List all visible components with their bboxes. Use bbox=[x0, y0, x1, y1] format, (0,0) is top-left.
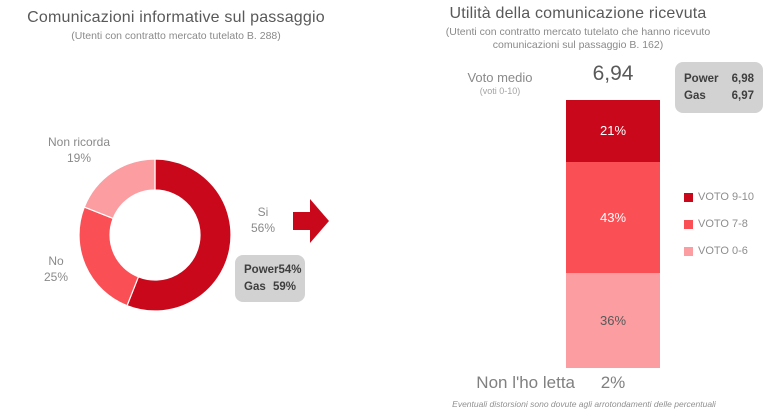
right-chart-title: Utilità della comunicazione ricevuta bbox=[449, 5, 707, 22]
power-gas-callout-left: Power 54% Gas 59% bbox=[235, 255, 305, 302]
voto-medio-block: Voto medio (voti 0-10) bbox=[450, 70, 550, 96]
callout-value: 6,97 bbox=[731, 90, 754, 102]
non-lho-letta-label: Non l'ho letta bbox=[476, 373, 575, 392]
voto-medio-value: 6,94 bbox=[592, 62, 634, 85]
donut-svg bbox=[78, 158, 232, 312]
donut-label-value: 56% bbox=[250, 221, 276, 235]
legend-item-voto-7-8: VOTO 7-8 bbox=[684, 218, 754, 230]
callout-row: Gas 6,97 bbox=[684, 89, 754, 103]
donut-label-value: 25% bbox=[43, 270, 69, 284]
donut-label-no: No 25% bbox=[28, 253, 84, 285]
left-chart-subtitle: (Utenti con contratto mercato tutelato B… bbox=[71, 30, 281, 42]
legend-label: VOTO 0-6 bbox=[698, 245, 748, 257]
legend-item-voto-0-6: VOTO 0-6 bbox=[684, 245, 754, 257]
legend-swatch-icon bbox=[684, 246, 693, 256]
arrow-right-icon bbox=[293, 199, 329, 243]
donut-segment-non-ricorda bbox=[83, 158, 156, 220]
right-chart-header: Utilità della comunicazione ricevuta (Ut… bbox=[392, 5, 764, 52]
callout-row: Power 54% bbox=[244, 263, 302, 277]
donut-segment-no bbox=[78, 206, 140, 307]
callout-row: Power 6,98 bbox=[684, 72, 754, 86]
callout-label: Gas bbox=[684, 90, 706, 102]
callout-label: Power bbox=[684, 73, 719, 85]
legend-label: VOTO 9-10 bbox=[698, 191, 755, 203]
bar-segment-voto-9-10: 21% bbox=[566, 100, 660, 162]
callout-label: Gas bbox=[244, 281, 266, 293]
footer-note: Eventuali distorsioni sono dovute agli a… bbox=[452, 399, 716, 409]
left-chart-title: Comunicazioni informative sul passaggio bbox=[27, 9, 325, 26]
voto-medio-label: Voto medio bbox=[467, 70, 533, 85]
callout-row: Gas 59% bbox=[244, 280, 296, 294]
donut-label-text: Si bbox=[257, 205, 269, 219]
donut-label-value: 19% bbox=[66, 151, 92, 165]
legend-label: VOTO 7-8 bbox=[698, 218, 748, 230]
legend-item-voto-9-10: VOTO 9-10 bbox=[684, 191, 754, 203]
arrow-right-svg bbox=[293, 199, 329, 243]
donut-chart bbox=[78, 158, 232, 312]
donut-label-non-ricorda: Non ricorda 19% bbox=[36, 134, 122, 166]
donut-label-text: Non ricorda bbox=[47, 135, 111, 149]
left-chart-header: Comunicazioni informative sul passaggio … bbox=[0, 9, 352, 43]
power-gas-callout-right: Power 6,98 Gas 6,97 bbox=[675, 62, 763, 113]
non-lho-letta-value: 2% bbox=[600, 373, 626, 392]
donut-segment-si bbox=[126, 158, 232, 312]
legend-swatch-icon bbox=[684, 219, 693, 229]
stacked-bar: 21% 43% 36% bbox=[566, 100, 660, 368]
bar-segment-voto-0-6: 36% bbox=[566, 272, 660, 368]
donut-label-si: Si 56% bbox=[240, 204, 286, 236]
donut-label-text: No bbox=[48, 254, 64, 268]
callout-label: Power bbox=[244, 264, 279, 276]
callout-value: 54% bbox=[278, 264, 302, 276]
callout-value: 6,98 bbox=[731, 73, 754, 85]
bar-segment-voto-7-8: 43% bbox=[566, 161, 660, 273]
callout-value: 59% bbox=[272, 281, 296, 293]
legend: VOTO 9-10 VOTO 7-8 VOTO 0-6 bbox=[684, 191, 754, 272]
right-chart-subtitle: (Utenti con contratto mercato tutelato c… bbox=[445, 26, 711, 51]
voto-medio-scale: (voti 0-10) bbox=[479, 86, 521, 96]
legend-swatch-icon bbox=[684, 192, 693, 202]
